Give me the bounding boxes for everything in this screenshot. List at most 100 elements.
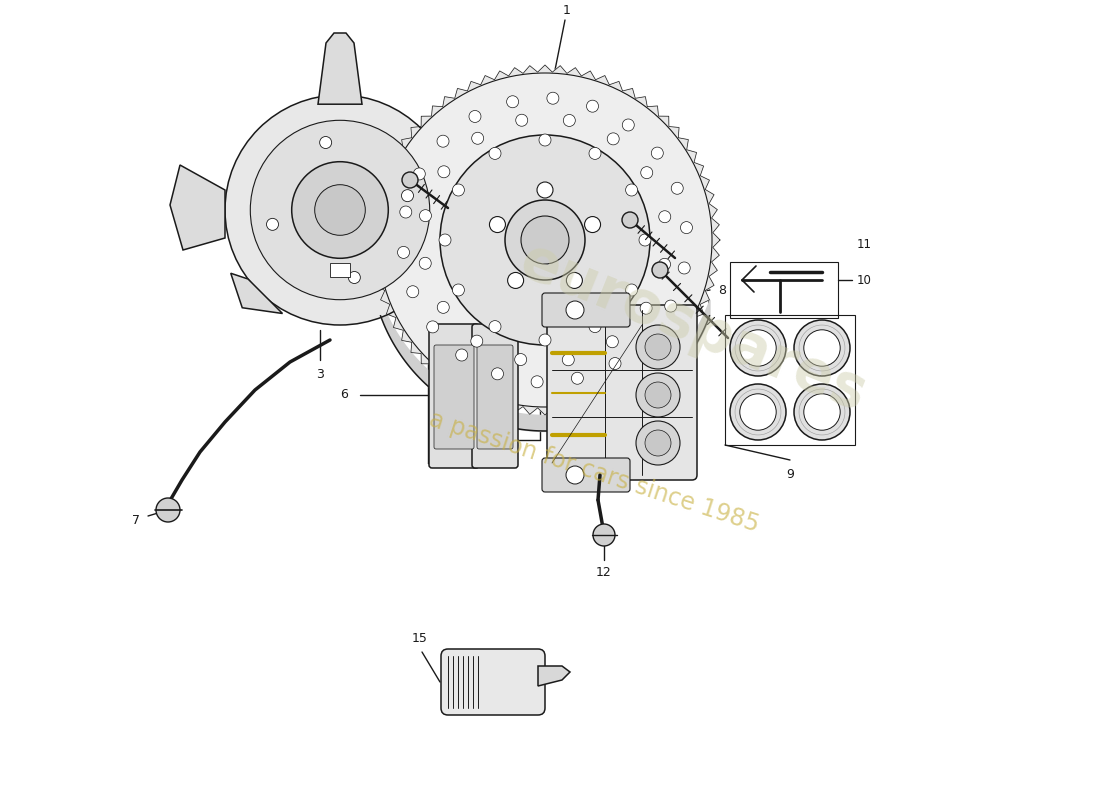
Circle shape (492, 368, 504, 380)
Text: 6: 6 (340, 389, 348, 402)
Circle shape (402, 190, 414, 202)
Circle shape (251, 120, 430, 300)
Circle shape (740, 394, 777, 430)
Circle shape (640, 302, 652, 314)
Circle shape (562, 354, 574, 366)
Circle shape (681, 222, 693, 234)
Text: 1: 1 (563, 3, 571, 17)
Bar (730, 262, 838, 318)
Circle shape (266, 218, 278, 230)
Circle shape (679, 262, 690, 274)
Circle shape (621, 212, 638, 228)
Circle shape (455, 349, 468, 361)
Text: 14: 14 (554, 314, 570, 326)
Circle shape (804, 330, 840, 366)
Circle shape (469, 110, 481, 122)
Circle shape (636, 325, 680, 369)
Circle shape (563, 114, 575, 126)
Text: 12: 12 (596, 566, 612, 578)
Circle shape (414, 168, 426, 180)
Text: 5: 5 (559, 350, 565, 362)
Polygon shape (538, 666, 570, 686)
Circle shape (645, 382, 671, 408)
Circle shape (539, 334, 551, 346)
Circle shape (671, 182, 683, 194)
Circle shape (588, 321, 601, 333)
Circle shape (547, 92, 559, 104)
Polygon shape (318, 33, 362, 104)
Circle shape (566, 301, 584, 319)
Circle shape (378, 73, 712, 407)
Text: 4: 4 (428, 131, 436, 145)
Circle shape (472, 132, 484, 144)
Circle shape (537, 182, 553, 198)
Circle shape (659, 258, 671, 270)
Circle shape (407, 286, 419, 298)
Text: 7: 7 (132, 514, 140, 526)
Text: 15: 15 (412, 631, 428, 645)
Text: 3: 3 (316, 369, 323, 382)
Text: 10: 10 (554, 386, 570, 398)
Circle shape (505, 200, 585, 280)
Circle shape (507, 96, 518, 108)
Text: 11: 11 (554, 403, 570, 417)
Circle shape (586, 100, 598, 112)
Circle shape (566, 273, 582, 289)
Bar (330, 262, 350, 277)
Text: 8: 8 (718, 283, 726, 297)
FancyBboxPatch shape (542, 293, 630, 327)
Circle shape (440, 135, 650, 345)
Circle shape (438, 302, 449, 314)
Circle shape (588, 147, 601, 159)
Circle shape (651, 147, 663, 159)
Circle shape (419, 210, 431, 222)
Circle shape (623, 119, 635, 131)
Circle shape (399, 206, 411, 218)
Text: a passion for cars since 1985: a passion for cars since 1985 (426, 407, 762, 537)
Circle shape (593, 524, 615, 546)
Circle shape (315, 185, 365, 235)
Circle shape (636, 373, 680, 417)
Circle shape (515, 354, 527, 366)
Circle shape (641, 333, 653, 345)
Circle shape (397, 246, 409, 258)
Circle shape (626, 184, 638, 196)
Circle shape (740, 330, 777, 366)
Text: PORSCHE: PORSCHE (585, 373, 594, 417)
Circle shape (636, 421, 680, 465)
Circle shape (516, 114, 528, 126)
Circle shape (626, 284, 638, 296)
Circle shape (606, 336, 618, 348)
Circle shape (531, 376, 543, 388)
Text: 12: 12 (554, 422, 570, 434)
Circle shape (419, 258, 431, 270)
Circle shape (507, 273, 524, 289)
Circle shape (609, 358, 622, 370)
Circle shape (402, 172, 418, 188)
Circle shape (226, 95, 455, 325)
Polygon shape (370, 65, 720, 415)
Circle shape (320, 137, 332, 149)
Circle shape (645, 430, 671, 456)
Circle shape (437, 135, 449, 147)
FancyBboxPatch shape (441, 649, 544, 715)
Polygon shape (170, 165, 226, 250)
Circle shape (292, 162, 388, 258)
Circle shape (427, 321, 439, 333)
Circle shape (490, 217, 505, 233)
Bar (725, 315, 855, 445)
Circle shape (804, 394, 840, 430)
Circle shape (439, 234, 451, 246)
Circle shape (607, 133, 619, 145)
Text: eurospares: eurospares (512, 233, 874, 423)
FancyBboxPatch shape (472, 324, 518, 468)
Text: 2: 2 (702, 223, 710, 237)
Circle shape (730, 384, 786, 440)
Circle shape (652, 262, 668, 278)
Circle shape (490, 147, 500, 159)
Circle shape (730, 320, 786, 376)
Polygon shape (231, 274, 283, 314)
Circle shape (566, 466, 584, 484)
Text: 11: 11 (857, 238, 871, 251)
FancyBboxPatch shape (434, 345, 474, 449)
